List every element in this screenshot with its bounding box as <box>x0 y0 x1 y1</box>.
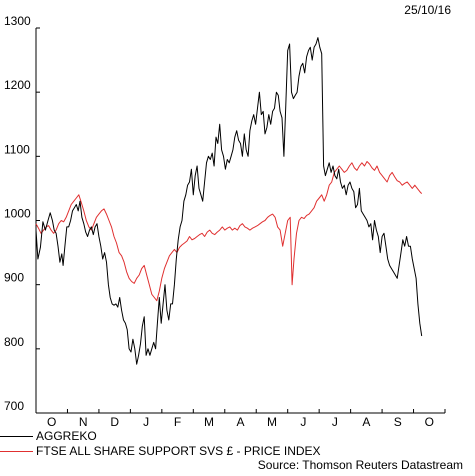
x-month-label: J <box>332 415 338 429</box>
y-tick-label: 700 <box>4 399 24 413</box>
x-month-label: A <box>236 415 244 429</box>
ftse-series-line <box>35 161 423 302</box>
y-tick-label: 1300 <box>4 14 31 28</box>
legend-label-aggreko: AGGREKO <box>36 429 97 443</box>
legend-swatch-aggreko <box>0 436 33 438</box>
x-month-label: D <box>110 415 119 429</box>
legend-label-ftse: FTSE ALL SHARE SUPPORT SVS £ - PRICE IND… <box>36 444 321 458</box>
x-month-label: J <box>143 415 149 429</box>
legend-swatch-ftse <box>0 451 33 453</box>
x-month-label: J <box>300 415 306 429</box>
legend-item-aggreko: AGGREKO <box>0 429 97 443</box>
y-tick-label: 1000 <box>4 207 31 221</box>
date-label: 25/10/16 <box>404 3 451 17</box>
source-note: Source: Thomson Reuters Datastream <box>257 458 463 472</box>
y-tick-label: 1200 <box>4 78 31 92</box>
x-month-label: S <box>394 415 402 429</box>
x-month-label: A <box>362 415 370 429</box>
x-month-label: O <box>47 415 56 429</box>
series-lines <box>35 37 423 365</box>
x-month-label: N <box>79 415 88 429</box>
y-tick-label: 800 <box>4 335 24 349</box>
y-tick-label: 1100 <box>4 142 30 156</box>
x-month-label: M <box>267 415 277 429</box>
aggreko-series-line <box>35 37 423 365</box>
x-month-label: F <box>174 415 181 429</box>
y-axis-ticks: 700 800 900 1000 1100 1200 1300 <box>4 14 40 414</box>
y-tick-label: 900 <box>4 271 24 285</box>
x-month-label: O <box>425 415 434 429</box>
x-month-label: M <box>204 415 214 429</box>
legend-item-ftse: FTSE ALL SHARE SUPPORT SVS £ - PRICE IND… <box>0 444 321 458</box>
